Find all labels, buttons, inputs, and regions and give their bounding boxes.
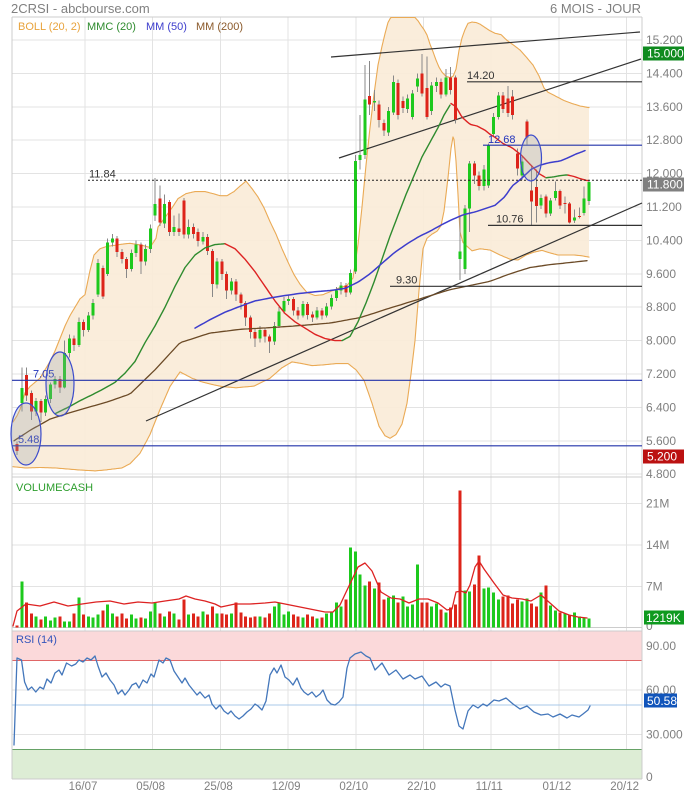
svg-text:25/08: 25/08 [204,781,233,793]
svg-text:14.20: 14.20 [467,70,495,82]
svg-text:12/09: 12/09 [272,781,301,793]
svg-text:11.200: 11.200 [646,200,682,214]
svg-text:8.000: 8.000 [646,334,676,348]
svg-text:50.58: 50.58 [647,694,677,708]
svg-text:1219K: 1219K [646,611,681,625]
svg-text:15.000: 15.000 [647,47,684,61]
svg-text:15.200: 15.200 [646,33,683,47]
svg-text:12.68: 12.68 [488,134,516,146]
svg-text:5.48: 5.48 [18,434,39,446]
svg-text:11/11: 11/11 [476,781,503,793]
svg-text:90.00: 90.00 [646,639,676,653]
svg-text:16/07: 16/07 [69,781,98,793]
svg-text:02/10: 02/10 [339,781,368,793]
svg-text:4.800: 4.800 [646,467,676,481]
svg-text:9.30: 9.30 [396,274,417,286]
svg-text:RSI (14): RSI (14) [16,634,57,646]
svg-text:5.600: 5.600 [646,434,676,448]
svg-text:11.84: 11.84 [89,168,116,180]
svg-text:12.000: 12.000 [646,167,683,181]
svg-text:2CRSI - abcbourse.com: 2CRSI - abcbourse.com [11,1,150,16]
svg-text:14M: 14M [646,538,669,552]
svg-text:01/12: 01/12 [543,781,572,793]
svg-text:MM (200): MM (200) [196,21,243,33]
svg-text:VOLUMECASH: VOLUMECASH [16,482,93,494]
svg-text:22/10: 22/10 [407,781,436,793]
svg-text:7.05: 7.05 [33,368,54,380]
svg-text:05/08: 05/08 [136,781,165,793]
svg-text:0: 0 [646,770,653,784]
svg-text:7M: 7M [646,580,663,594]
svg-text:11.800: 11.800 [647,178,683,192]
svg-text:MM (50): MM (50) [146,21,187,33]
svg-text:8.800: 8.800 [646,300,676,314]
svg-text:12.800: 12.800 [646,133,683,147]
svg-text:5.200: 5.200 [647,450,677,464]
svg-text:6 MOIS - JOUR: 6 MOIS - JOUR [550,1,641,16]
svg-text:7.200: 7.200 [646,367,676,381]
svg-text:0: 0 [646,619,653,633]
svg-text:21M: 21M [646,497,669,511]
svg-text:10.76: 10.76 [496,213,524,225]
svg-text:BOLL (20, 2): BOLL (20, 2) [18,21,81,33]
svg-text:13.600: 13.600 [646,100,683,114]
svg-text:30.000: 30.000 [646,728,683,742]
svg-text:9.600: 9.600 [646,267,676,281]
svg-text:20/12: 20/12 [610,781,639,793]
svg-text:6.400: 6.400 [646,400,676,414]
svg-text:MMC (20): MMC (20) [87,21,136,33]
svg-text:10.400: 10.400 [646,233,683,247]
svg-text:14.400: 14.400 [646,66,683,80]
